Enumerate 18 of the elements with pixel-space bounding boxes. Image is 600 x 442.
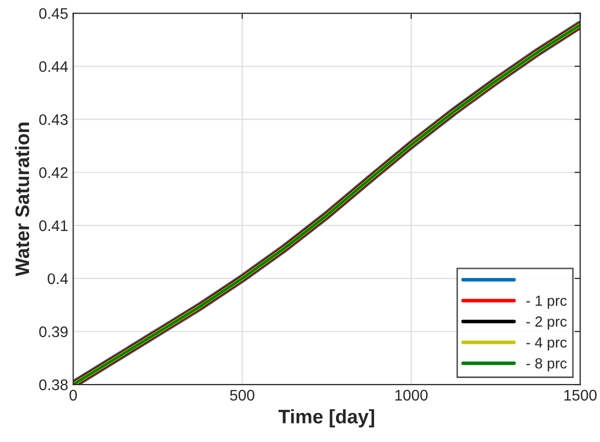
legend-label: - 8 prc <box>526 358 567 372</box>
x-tick-label: 0 <box>70 390 77 401</box>
y-tick-label: 0.42 <box>39 167 68 178</box>
y-tick-label: 0.41 <box>39 220 68 232</box>
legend-label: - 2 prc <box>526 316 567 330</box>
y-tick-label: 0.43 <box>39 114 68 126</box>
x-tick-label: 500 <box>230 390 254 401</box>
y-tick-label: 0.38 <box>39 379 68 390</box>
y-tick-label: 0.44 <box>39 61 68 72</box>
y-axis-title: Water Saturation <box>14 122 30 276</box>
x-tick-label: 1500 <box>564 390 597 401</box>
x-axis-title: Time [day] <box>278 409 374 428</box>
x-tick-label: 1000 <box>395 390 428 401</box>
y-tick-label: 0.39 <box>39 326 68 338</box>
legend-label: - 4 prc <box>526 337 567 351</box>
y-tick-label: 0.4 <box>48 273 68 284</box>
y-tick-label: 0.45 <box>39 8 68 19</box>
legend-label: - 1 prc <box>526 296 567 309</box>
